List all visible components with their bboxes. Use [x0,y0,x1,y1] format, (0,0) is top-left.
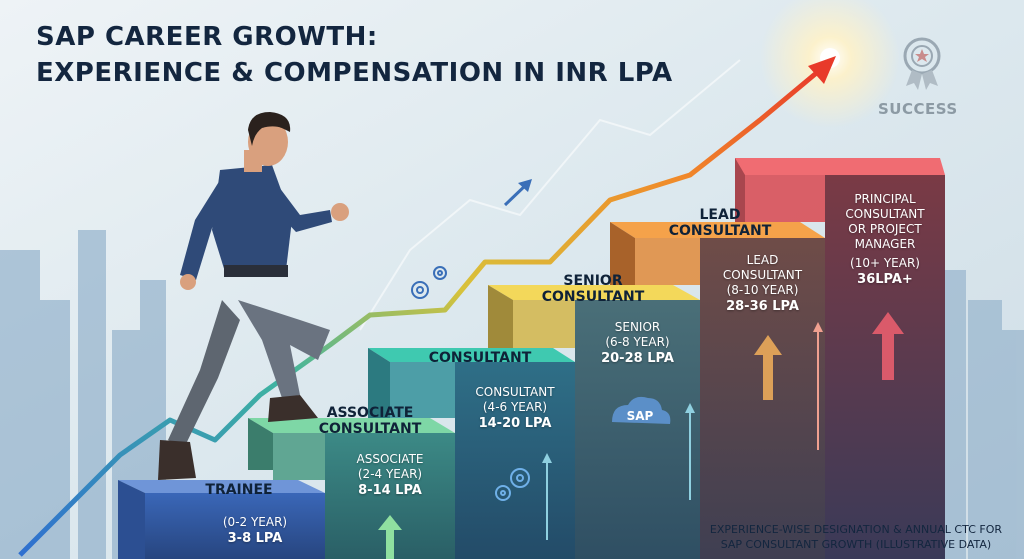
step-years: (8-10 YEAR) [726,283,799,297]
step-face-name: CONSULTANT [475,385,555,399]
gears-icon [495,468,530,501]
sap-logo-text: SAP [627,409,654,423]
step-label-line: LEAD [699,207,741,223]
step-lead-top-label: LEAD CONSULTANT [645,207,795,239]
footnote-line: SAP CONSULTANT GROWTH (ILLUSTRATIVE DATA… [720,538,992,551]
step-face-name: PRINCIPAL [854,192,916,206]
step-label-line: CONSULTANT [541,289,645,305]
step-principal-details: PRINCIPAL CONSULTANT OR PROJECT MANAGER … [825,192,945,288]
step-face-name: CONSULTANT [722,268,803,282]
step-pay: 36LPA+ [857,272,913,287]
businessman-figure [158,112,349,480]
growth-arrows [378,312,904,559]
footnote: EXPERIENCE-WISE DESIGNATION & ANNUAL CTC… [710,522,1002,552]
step-pay: 3-8 LPA [227,531,283,546]
step-associate-details: ASSOCIATE (2-4 YEAR) 8-14 LPA [325,452,455,499]
step-label-line: ASSOCIATE [326,405,414,421]
step-associate-top-label: ASSOCIATE CONSULTANT [295,405,445,437]
step-face-name: CONSULTANT [845,207,925,221]
step-trainee-details: (0-2 YEAR) 3-8 LPA [185,515,325,547]
step-trainee-top-label: TRAINEE [184,482,294,498]
step-pay: 14-20 LPA [478,416,552,431]
step-face-name: SENIOR [614,320,661,334]
step-pay: 20-28 LPA [601,351,674,366]
step-senior-top-label: SENIOR CONSULTANT [518,273,668,305]
step-lead-details: LEAD CONSULTANT (8-10 YEAR) 28-36 LPA [700,253,825,315]
step-consultant-top-label: CONSULTANT [405,350,555,366]
step-years: (6-8 YEAR) [605,335,670,349]
step-label-line: SENIOR [563,273,623,289]
step-pay: 8-14 LPA [358,483,422,498]
page-title-line2: EXPERIENCE & COMPENSATION IN INR LPA [36,58,673,88]
step-pay: 28-36 LPA [726,299,799,314]
gear-icon [411,266,447,299]
step-face-name: ASSOCIATE [356,452,424,466]
sap-cloud-logo [612,396,671,424]
step-years: (2-4 YEAR) [357,467,423,481]
step-label-line: CONSULTANT [428,350,532,366]
step-face-name: OR PROJECT [848,222,922,236]
step-label-line: CONSULTANT [318,421,422,437]
step-face-name: LEAD [746,253,779,267]
step-senior-details: SENIOR (6-8 YEAR) 20-28 LPA [575,320,700,367]
step-face-name: MANAGER [854,237,916,251]
award-badge-icon [903,37,941,90]
step-label-line: TRAINEE [205,482,273,498]
step-label-line: CONSULTANT [668,223,772,239]
step-years: (10+ YEAR) [850,256,920,270]
step-years: (4-6 YEAR) [482,400,548,414]
footnote-line: EXPERIENCE-WISE DESIGNATION & ANNUAL CTC… [709,523,1002,536]
step-consultant-details: CONSULTANT (4-6 YEAR) 14-20 LPA [455,385,575,432]
step-years: (0-2 YEAR) [222,515,288,529]
success-label: SUCCESS [878,100,958,118]
page-title-line1: SAP CAREER GROWTH: [36,22,378,52]
